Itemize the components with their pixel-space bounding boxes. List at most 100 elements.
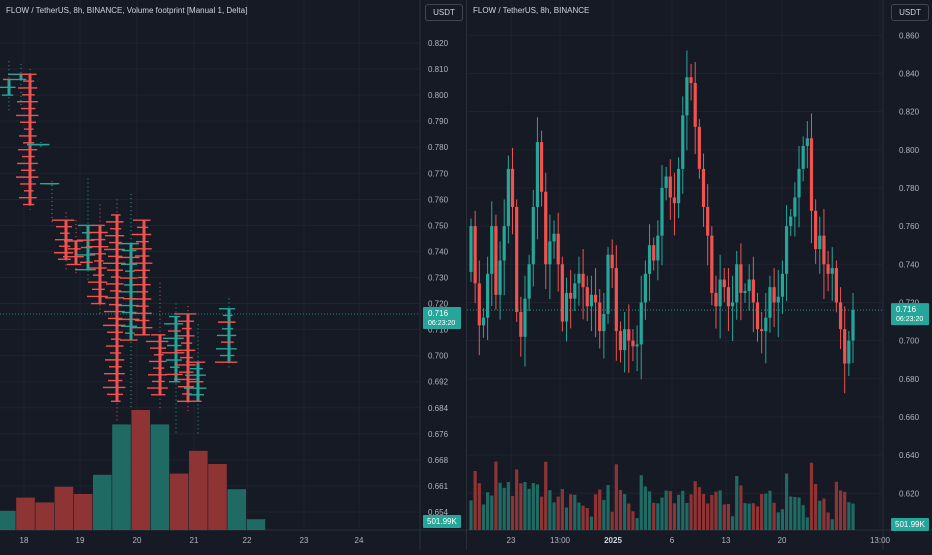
- candle: [685, 50, 689, 530]
- candle: [490, 201, 494, 530]
- footprint-candle: [184, 324, 207, 434]
- volume-bar: [610, 511, 614, 530]
- currency-button[interactable]: USDT: [425, 4, 463, 21]
- x-tick-label: 2025: [604, 536, 622, 545]
- volume-bar: [573, 494, 577, 530]
- currency-button[interactable]: USDT: [891, 4, 929, 21]
- candle: [506, 155, 510, 530]
- volume-bar: [531, 483, 535, 530]
- volume-bar: [515, 469, 519, 530]
- candle: [527, 254, 531, 530]
- candle: [755, 292, 760, 530]
- candle: [784, 205, 789, 530]
- volume-bar: [818, 500, 822, 530]
- volume-profile-bar: [35, 502, 54, 530]
- candlestick-chart-pane[interactable]: 0.860 0.840 0.820 0.800 0.780 0.760 0.740 0.720…: [466, 0, 932, 550]
- volume-badge: [423, 515, 461, 528]
- candlestick-chart[interactable]: 0.860 0.840 0.820 0.800 0.780 0.760 0.740 0.720…: [467, 0, 932, 550]
- last-price-badge: [423, 306, 461, 329]
- candle: [486, 256, 490, 530]
- volume-bar: [564, 507, 569, 530]
- candle: [689, 63, 693, 530]
- volume-profile-bar: [93, 474, 112, 530]
- footprint-candle: [16, 69, 39, 210]
- volume-bar: [660, 497, 664, 530]
- volume-bar: [830, 519, 834, 530]
- candle: [473, 210, 477, 530]
- y-tick-label: 0.750: [428, 221, 449, 230]
- volume-bar: [672, 503, 677, 530]
- candle: [610, 239, 614, 530]
- y-tick-label: 0.700: [428, 352, 449, 361]
- volume-bar: [735, 476, 739, 530]
- volume-bar: [664, 490, 668, 530]
- footprint-chart[interactable]: 0.820 0.810 0.800 0.790 0.780 0.770 0.760 0.750…: [0, 0, 466, 550]
- footprint-chart-pane[interactable]: 0.820 0.810 0.800 0.790 0.780 0.770 0.760 0.750…: [0, 0, 466, 550]
- volume-profile-bar: [227, 489, 246, 530]
- volume-bar: [722, 504, 726, 530]
- candle: [760, 311, 764, 530]
- candle: [515, 199, 519, 530]
- y-tick-label: 0.730: [428, 274, 449, 283]
- volume-bar: [569, 494, 573, 530]
- candle: [747, 264, 751, 530]
- x-tick-label: 19: [76, 536, 85, 545]
- candle: [706, 184, 710, 530]
- candle: [544, 172, 548, 530]
- y-tick-label: 0.800: [428, 91, 449, 100]
- countdown-label: 06:23:20: [896, 316, 923, 323]
- y-tick-label: 0.640: [899, 451, 920, 460]
- candle: [631, 329, 635, 530]
- candle: [477, 260, 481, 530]
- volume-profile-bar: [16, 497, 35, 530]
- volume-bar: [677, 494, 681, 530]
- candle: [710, 226, 714, 530]
- candle: [556, 212, 560, 530]
- candle: [589, 275, 594, 530]
- volume-bar: [755, 506, 760, 530]
- x-tick-label: 23: [300, 536, 309, 545]
- volume-bar: [539, 496, 544, 530]
- volume-bar: [510, 496, 515, 530]
- last-price-label: 0.716: [896, 305, 917, 314]
- volume-bar: [606, 485, 610, 530]
- candle: [768, 275, 772, 530]
- x-tick-label: 20: [778, 536, 787, 545]
- y-tick-label: 0.676: [428, 430, 449, 439]
- volume-bar: [631, 511, 635, 530]
- candle: [681, 96, 685, 530]
- volume-bar: [834, 481, 838, 530]
- volume-bar: [747, 503, 751, 530]
- volume-bar: [814, 484, 818, 530]
- y-tick-label: 0.760: [428, 195, 449, 204]
- y-tick-label: 0.700: [899, 337, 920, 346]
- x-tick-label: 22: [243, 536, 252, 545]
- volume-bar: [589, 516, 594, 530]
- volume-bar: [490, 495, 494, 530]
- candle: [701, 153, 706, 530]
- volume-bar: [618, 490, 623, 530]
- candle: [531, 189, 535, 530]
- x-tick-label: 21: [190, 536, 199, 545]
- candle: [519, 296, 523, 530]
- candle: [635, 325, 639, 530]
- volume-bar: [494, 461, 498, 530]
- candle: [552, 220, 556, 530]
- y-tick-label: 0.720: [428, 300, 449, 309]
- candle: [805, 121, 809, 530]
- volume-bar: [793, 497, 797, 530]
- candle: [623, 311, 627, 530]
- y-tick-label: 0.740: [428, 247, 449, 256]
- y-tick-label: 0.660: [899, 413, 920, 422]
- volume-bar: [751, 503, 755, 530]
- candle: [564, 277, 569, 530]
- volume-bar: [689, 494, 693, 530]
- volume-bar: [847, 502, 851, 530]
- volume-bar: [639, 475, 643, 530]
- x-tick-label: 23: [507, 536, 516, 545]
- candle: [652, 237, 656, 530]
- candle: [656, 220, 660, 530]
- candle: [697, 119, 701, 530]
- volume-bar: [826, 512, 830, 530]
- volume-bar: [822, 498, 826, 530]
